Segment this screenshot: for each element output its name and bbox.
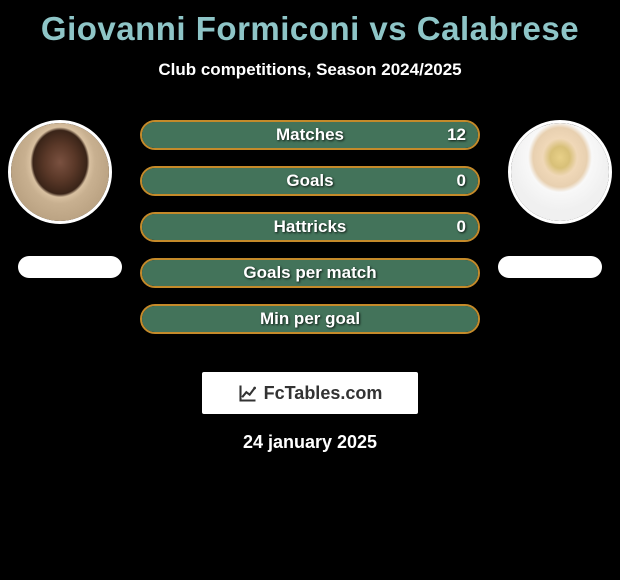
stat-bar: Hattricks0: [140, 212, 480, 242]
content-area: Matches12Goals0Hattricks0Goals per match…: [0, 108, 620, 368]
page-title: Giovanni Formiconi vs Calabrese: [0, 10, 620, 48]
player-right-avatar: [508, 120, 612, 224]
stat-bar-label: Min per goal: [142, 306, 478, 332]
stat-bar: Goals per match: [140, 258, 480, 288]
stat-bar-label: Goals per match: [142, 260, 478, 286]
player-left-avatar: [8, 120, 112, 224]
stat-bar: Matches12: [140, 120, 480, 150]
stat-bar-label: Matches: [142, 122, 478, 148]
date-label: 24 january 2025: [0, 432, 620, 453]
stat-bar: Goals0: [140, 166, 480, 196]
player-left-photo: [11, 123, 109, 221]
stat-bar: Min per goal: [140, 304, 480, 334]
stat-bar-value: 0: [457, 168, 466, 194]
subtitle: Club competitions, Season 2024/2025: [0, 60, 620, 80]
player-right-photo: [511, 123, 609, 221]
player-left-badge: [18, 256, 122, 278]
stat-bar-value: 12: [447, 122, 466, 148]
stat-bar-label: Hattricks: [142, 214, 478, 240]
brand-text: FcTables.com: [264, 383, 383, 404]
stat-bar-label: Goals: [142, 168, 478, 194]
stat-bars: Matches12Goals0Hattricks0Goals per match…: [140, 120, 480, 350]
brand-badge[interactable]: FcTables.com: [202, 372, 418, 414]
stat-bar-value: 0: [457, 214, 466, 240]
player-right-badge: [498, 256, 602, 278]
chart-icon: [238, 383, 258, 403]
comparison-card: Giovanni Formiconi vs Calabrese Club com…: [0, 0, 620, 453]
